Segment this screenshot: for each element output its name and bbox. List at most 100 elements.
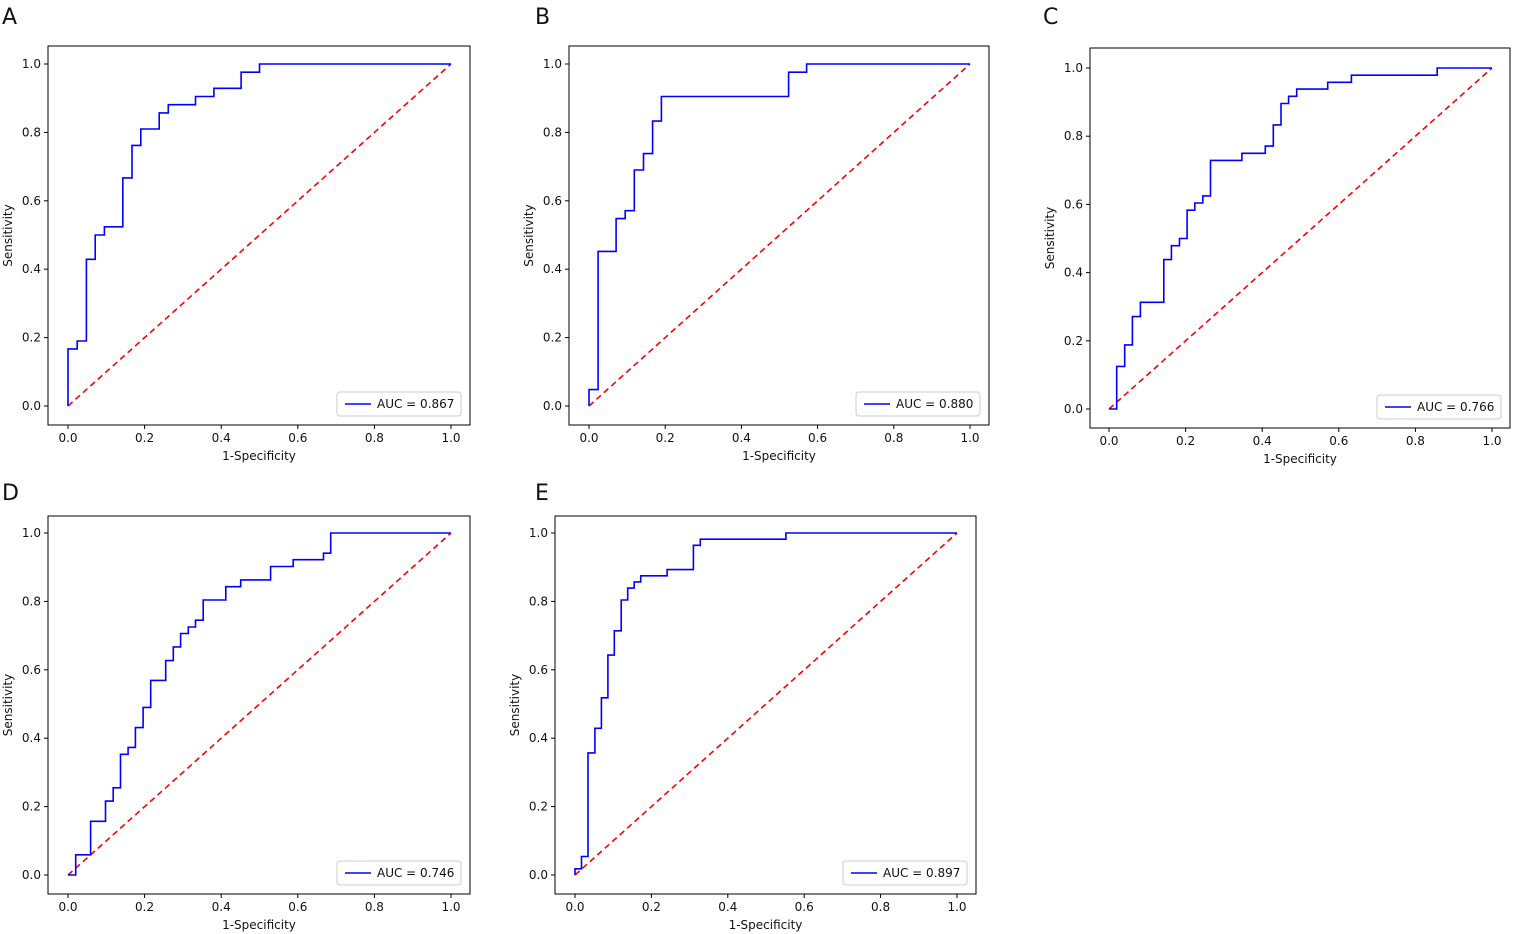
legend-box xyxy=(855,391,981,417)
y-axis-label: Sensitivity xyxy=(1043,207,1057,269)
y-tick-label: 0.4 xyxy=(529,731,548,745)
y-tick-label: 0.6 xyxy=(1064,197,1083,211)
roc-curve xyxy=(67,63,451,406)
legend-label: AUC = 0.897 xyxy=(883,866,960,880)
panel-b: B 0.0 0.2 0.4 0.6 0.8 1.0 0.0 0.2 0.4 0.6 0.8 1.0 1-S… xyxy=(522,5,990,463)
y-axis-label: Sensitivity xyxy=(1,674,15,736)
legend: AUC = 0.746 xyxy=(336,860,462,886)
roc-curve xyxy=(588,63,970,406)
y-tick-label: 0.6 xyxy=(22,194,41,208)
y-axis-label: Sensitivity xyxy=(1,204,15,266)
y-tick-label: 0.4 xyxy=(22,731,41,745)
y-tick-label: 0.6 xyxy=(22,663,41,677)
x-tick-label: 0.0 xyxy=(565,900,584,914)
y-axis-label: Sensitivity xyxy=(508,674,522,736)
y-tick-label: 0.4 xyxy=(543,262,562,276)
y-tick-label: 1.0 xyxy=(22,526,41,540)
x-tick-label: 0.8 xyxy=(871,900,890,914)
panel-letter-b: B xyxy=(535,5,550,30)
y-tick-label: 0.0 xyxy=(529,868,548,882)
x-tick-label: 0.6 xyxy=(288,900,307,914)
legend-label: AUC = 0.746 xyxy=(377,866,454,880)
y-tick-label: 0.8 xyxy=(22,594,41,608)
x-tick-label: 0.2 xyxy=(642,900,661,914)
x-tick-label: 0.2 xyxy=(135,431,154,445)
x-tick-label: 0.0 xyxy=(579,431,598,445)
legend-label: AUC = 0.766 xyxy=(1417,400,1494,414)
plot-frame xyxy=(568,45,990,426)
y-tick-label: 0.4 xyxy=(1064,266,1083,280)
x-tick-label: 0.4 xyxy=(212,431,231,445)
x-tick-label: 0.2 xyxy=(1176,434,1195,448)
panel-d: D 0.0 0.2 0.4 0.6 0.8 1.0 0.0 0.2 0.4 0.6 0.8 1.0 1-S… xyxy=(1,481,471,932)
x-tick-label: 0.6 xyxy=(288,431,307,445)
y-tick-label: 0.0 xyxy=(543,399,562,413)
x-tick-label: 0.4 xyxy=(718,900,737,914)
panel-e: E 0.0 0.2 0.4 0.6 0.8 1.0 0.0 0.2 0.4 0.6 0.8 1.0 1-S… xyxy=(508,481,977,932)
y-tick-label: 1.0 xyxy=(529,526,548,540)
panel-c: C 0.0 0.2 0.4 0.6 0.8 1.0 0.0 0.2 0.4 0.6 0.8 1.0 1-S… xyxy=(1043,5,1511,466)
legend-box xyxy=(336,391,462,417)
roc-curve xyxy=(574,532,957,875)
chance-line xyxy=(588,63,971,407)
panel-letter-a: A xyxy=(2,5,17,30)
y-tick-label: 0.2 xyxy=(22,331,41,345)
x-axis-label: 1-Specificity xyxy=(729,918,803,932)
x-tick-label: 0.4 xyxy=(212,900,231,914)
chance-line xyxy=(67,532,452,876)
y-tick-label: 0.8 xyxy=(22,125,41,139)
plot-frame xyxy=(1089,47,1511,429)
y-tick-label: 0.2 xyxy=(543,331,562,345)
y-tick-label: 0.2 xyxy=(22,800,41,814)
y-tick-label: 1.0 xyxy=(543,57,562,71)
x-tick-label: 1.0 xyxy=(960,431,979,445)
plot-frame xyxy=(554,515,977,895)
x-tick-label: 0.2 xyxy=(656,431,675,445)
y-tick-label: 0.0 xyxy=(22,399,41,413)
y-tick-label: 0.8 xyxy=(1064,129,1083,143)
y-tick-label: 0.6 xyxy=(529,663,548,677)
x-axis-label: 1-Specificity xyxy=(1263,452,1337,466)
roc-curve xyxy=(68,532,451,876)
x-tick-label: 0.8 xyxy=(365,900,384,914)
y-tick-label: 0.0 xyxy=(1064,402,1083,416)
x-tick-label: 0.8 xyxy=(365,431,384,445)
legend-box xyxy=(842,860,968,886)
legend: AUC = 0.766 xyxy=(1376,394,1502,420)
x-tick-label: 0.0 xyxy=(58,900,77,914)
legend-label: AUC = 0.880 xyxy=(896,397,973,411)
x-tick-label: 0.4 xyxy=(1253,434,1272,448)
x-tick-label: 0.0 xyxy=(58,431,77,445)
y-tick-label: 0.4 xyxy=(22,262,41,276)
y-tick-label: 0.2 xyxy=(529,800,548,814)
x-tick-label: 0.6 xyxy=(795,900,814,914)
x-tick-label: 0.2 xyxy=(135,900,154,914)
panel-letter-c: C xyxy=(1043,5,1058,30)
legend: AUC = 0.880 xyxy=(855,391,981,417)
x-axis-label: 1-Specificity xyxy=(222,449,296,463)
x-tick-label: 0.6 xyxy=(808,431,827,445)
legend: AUC = 0.867 xyxy=(336,391,462,417)
x-tick-label: 1.0 xyxy=(441,431,460,445)
y-axis-label: Sensitivity xyxy=(522,204,536,266)
panel-letter-d: D xyxy=(2,481,19,506)
legend: AUC = 0.897 xyxy=(842,860,968,886)
y-tick-label: 0.6 xyxy=(543,194,562,208)
x-tick-label: 0.8 xyxy=(1406,434,1425,448)
y-tick-label: 0.8 xyxy=(529,594,548,608)
legend-box xyxy=(1376,394,1502,420)
chance-line xyxy=(574,532,958,876)
y-tick-label: 1.0 xyxy=(22,57,41,71)
chance-line xyxy=(1108,67,1493,410)
plot-frame xyxy=(47,45,471,426)
legend-label: AUC = 0.867 xyxy=(377,397,454,411)
x-tick-label: 0.4 xyxy=(732,431,751,445)
panel-letter-e: E xyxy=(535,481,549,506)
x-tick-label: 1.0 xyxy=(947,900,966,914)
plot-frame xyxy=(47,515,471,895)
y-tick-label: 0.0 xyxy=(22,868,41,882)
x-axis-label: 1-Specificity xyxy=(222,918,296,932)
chance-line xyxy=(67,63,452,407)
roc-curve xyxy=(1109,67,1492,410)
panel-a: A 0.0 0.2 0.4 0.6 0.8 1.0 0.0 0.2 0.4 0.6 0.8 1.0 1-S… xyxy=(1,5,471,463)
